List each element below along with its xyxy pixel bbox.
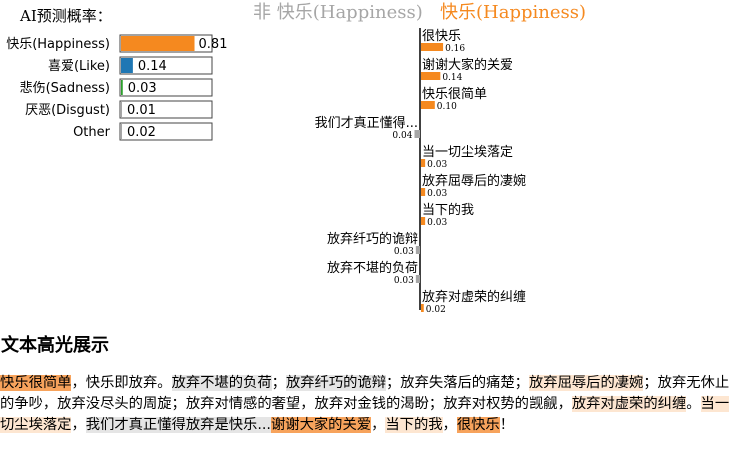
contribution-bar [414, 130, 420, 138]
contribution-value: 0.04 [392, 131, 412, 141]
contribution-label: 谢谢大家的关爱 [422, 57, 513, 73]
contribution-bar [421, 101, 435, 109]
probability-value: 0.14 [138, 59, 167, 74]
contribution-value: 0.03 [427, 189, 447, 199]
contribution-bar [415, 275, 420, 283]
probability-bar [121, 80, 123, 95]
probability-bar [121, 102, 122, 117]
probability-bar-frame [119, 78, 213, 97]
highlight-phrase: 很快乐 [456, 417, 500, 433]
contribution-value: 0.02 [426, 305, 446, 315]
contribution-label: 放弃屈辱后的凄婉 [422, 173, 526, 189]
contribution-value: 0.03 [394, 247, 414, 257]
probability-value: 0.01 [127, 103, 156, 118]
plain-text: 。 [686, 396, 701, 412]
contribution-bar [415, 246, 420, 254]
contribution-bar [421, 43, 444, 51]
contribution-bar [421, 217, 426, 225]
highlight-title: 文本高光展示 [1, 335, 109, 356]
contribution-bar [421, 72, 441, 80]
contribution-bar [421, 304, 424, 312]
highlight-phrase: 当下的我 [385, 417, 443, 433]
probability-label: 厌恶(Disgust) [25, 103, 110, 118]
highlight-phrase: 放弃对虚荣的纠缠 [571, 396, 687, 412]
probability-label: Other [73, 125, 111, 140]
highlight-phrase: 谢谢大家的关爱 [270, 417, 372, 433]
probability-bar-frame [119, 122, 213, 141]
contribution-bar [421, 188, 426, 196]
contribution-label: 很快乐 [422, 29, 461, 44]
probability-label: 快乐(Happiness) [6, 37, 110, 52]
contribution-chart: 很快乐0.16谢谢大家的关爱0.14快乐很简单0.10我们才真正懂得...0.0… [315, 28, 526, 315]
probability-label: 喜爱(Like) [48, 59, 110, 74]
contribution-label: 当一切尘埃落定 [422, 145, 513, 160]
probability-bar [121, 36, 195, 51]
probability-value: 0.02 [127, 125, 156, 140]
highlight-phrase: 快乐很简单 [0, 375, 72, 391]
contribution-value: 0.03 [427, 160, 447, 170]
probability-bar [121, 58, 133, 73]
plain-text: ； [271, 375, 286, 391]
probability-bar-frame [119, 100, 213, 119]
contribution-positive-heading: 快乐(Happiness) [440, 2, 586, 23]
highlight-phrase: 我们才真正懂得放弃是快乐... [85, 417, 271, 433]
plain-text: ，快乐即放弃。 [71, 375, 172, 391]
probability-value: 0.03 [128, 81, 157, 96]
contribution-label: 快乐很简单 [422, 86, 487, 102]
contribution-label: 我们才真正懂得... [315, 115, 418, 131]
contribution-negative-heading: 非 快乐(Happiness) [253, 2, 423, 23]
plain-text: ， [371, 417, 386, 433]
highlight-text: 快乐很简单，快乐即放弃。放弃不堪的负荷；放弃纤巧的诡辩；放弃失落后的痛楚；放弃屈… [0, 373, 732, 436]
contribution-label: 放弃不堪的负荷 [327, 260, 418, 276]
contribution-label: 放弃对虚荣的纠缠 [422, 289, 526, 305]
contribution-value: 0.10 [437, 102, 457, 112]
contribution-label: 当下的我 [422, 202, 474, 218]
contribution-value: 0.14 [442, 73, 462, 83]
highlight-phrase: 放弃纤巧的诡辩 [285, 375, 387, 391]
plain-text: ！ [499, 417, 515, 433]
probability-bar-frame [119, 56, 213, 75]
probability-label: 悲伤(Sadness) [20, 80, 110, 96]
probability-value: 0.81 [199, 37, 228, 52]
contribution-bar [421, 159, 426, 167]
plain-text: ， [442, 417, 457, 433]
contribution-value: 0.16 [445, 44, 465, 54]
highlight-phrase: 放弃屈辱后的凄婉 [528, 375, 644, 391]
contribution-value: 0.03 [394, 276, 414, 286]
highlight-phrase: 放弃不堪的负荷 [171, 375, 272, 391]
plain-text: ；放弃失落后的痛楚； [386, 375, 529, 391]
probability-chart: 快乐(Happiness) 0.81 喜爱(Like) 0.14 悲伤(Sadness)… [6, 34, 228, 141]
prediction-title: AI预测概率： [20, 7, 112, 25]
contribution-label: 放弃纤巧的诡辩 [327, 231, 418, 247]
contribution-value: 0.03 [427, 218, 447, 228]
plain-text: ， [71, 417, 86, 433]
probability-bar [121, 124, 122, 139]
plain-text: ；放弃无休止的争吵，放弃没尽头的周旋；放弃对情感的奢望，放弃对金钱的渴盼；放弃对… [0, 375, 730, 412]
